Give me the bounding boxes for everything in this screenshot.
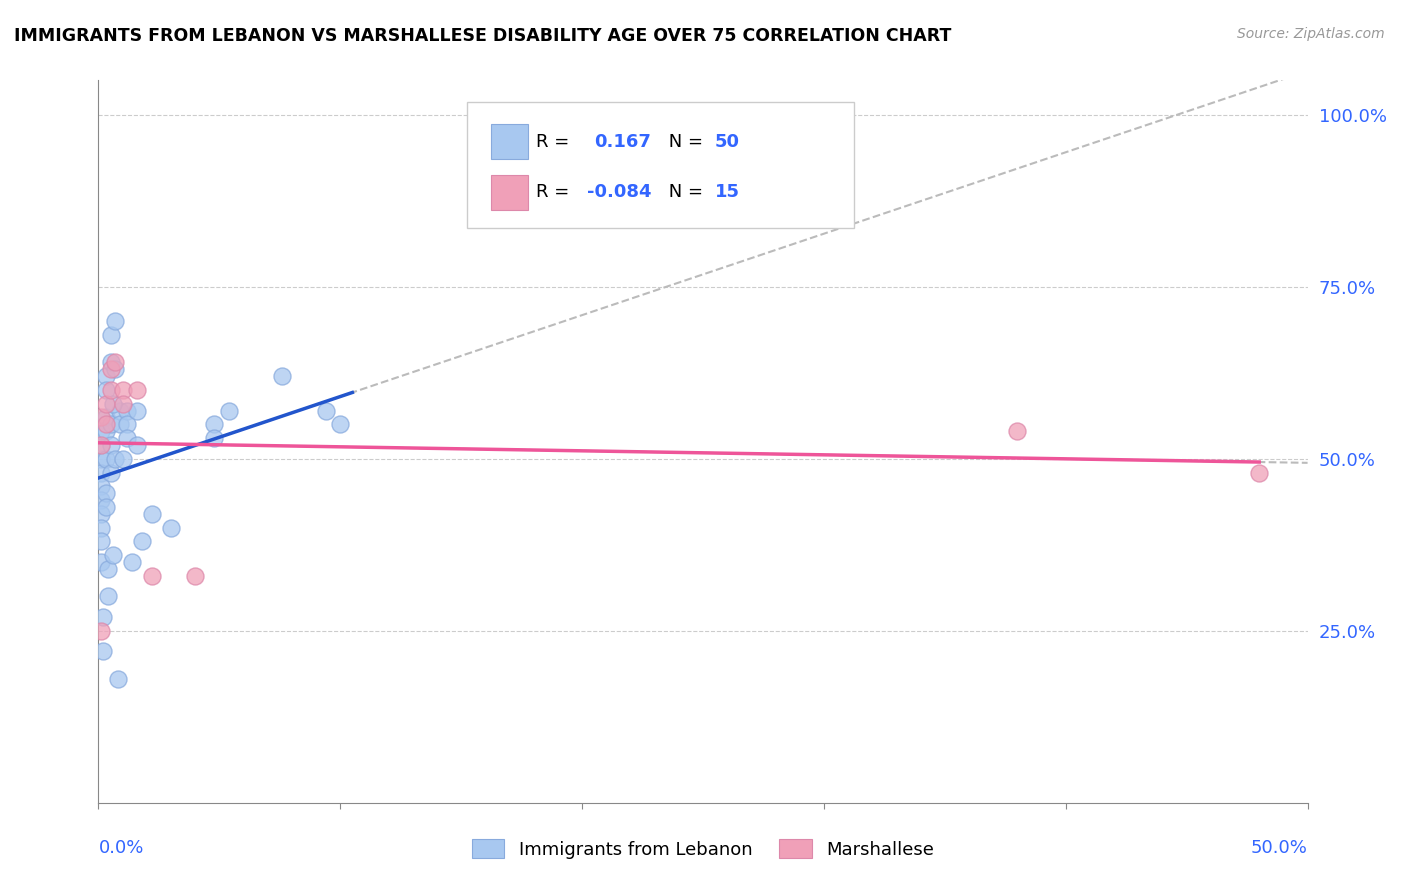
Text: N =: N =	[664, 133, 709, 151]
Point	[131, 534, 153, 549]
Point	[184, 568, 207, 582]
Point	[94, 383, 117, 397]
Point	[121, 555, 143, 569]
Point	[100, 327, 122, 342]
Point	[111, 451, 134, 466]
Point	[117, 431, 139, 445]
Point	[1249, 466, 1271, 480]
Point	[94, 397, 117, 411]
FancyBboxPatch shape	[492, 175, 527, 210]
Point	[1007, 424, 1029, 438]
Point	[127, 438, 149, 452]
Text: 0.0%: 0.0%	[98, 839, 143, 857]
Point	[100, 383, 122, 397]
FancyBboxPatch shape	[492, 124, 527, 159]
Point	[100, 417, 122, 432]
Point	[204, 431, 226, 445]
Point	[90, 424, 112, 438]
Point	[94, 451, 117, 466]
Point	[90, 555, 112, 569]
Point	[90, 410, 112, 425]
Point	[104, 451, 127, 466]
Point	[141, 507, 163, 521]
Point	[104, 362, 127, 376]
Point	[94, 369, 117, 384]
Point	[127, 383, 149, 397]
Text: N =: N =	[664, 183, 709, 202]
Point	[90, 438, 112, 452]
Text: 50: 50	[716, 133, 740, 151]
Point	[90, 451, 112, 466]
Point	[90, 479, 112, 493]
Point	[108, 403, 131, 417]
Point	[91, 644, 114, 658]
Point	[91, 610, 114, 624]
Point	[100, 438, 122, 452]
Text: IMMIGRANTS FROM LEBANON VS MARSHALLESE DISABILITY AGE OVER 75 CORRELATION CHART: IMMIGRANTS FROM LEBANON VS MARSHALLESE D…	[14, 27, 952, 45]
Point	[90, 493, 112, 508]
Legend: Immigrants from Lebanon, Marshallese: Immigrants from Lebanon, Marshallese	[464, 832, 942, 866]
Point	[104, 355, 127, 369]
Point	[101, 397, 124, 411]
Point	[104, 314, 127, 328]
Point	[100, 362, 122, 376]
Point	[100, 355, 122, 369]
FancyBboxPatch shape	[467, 102, 855, 228]
Point	[271, 369, 294, 384]
Point	[97, 590, 120, 604]
Point	[108, 417, 131, 432]
Point	[329, 417, 352, 432]
Text: Source: ZipAtlas.com: Source: ZipAtlas.com	[1237, 27, 1385, 41]
Point	[107, 672, 129, 686]
Point	[94, 486, 117, 500]
Point	[90, 466, 112, 480]
Point	[218, 403, 240, 417]
Text: 50.0%: 50.0%	[1251, 839, 1308, 857]
Point	[100, 466, 122, 480]
Point	[94, 417, 117, 432]
Point	[94, 410, 117, 425]
Point	[117, 403, 139, 417]
Point	[90, 520, 112, 534]
Point	[111, 397, 134, 411]
Point	[315, 403, 337, 417]
Point	[101, 548, 124, 562]
Point	[94, 500, 117, 514]
Text: R =: R =	[536, 133, 581, 151]
Point	[127, 403, 149, 417]
Point	[97, 562, 120, 576]
Point	[117, 417, 139, 432]
Point	[141, 568, 163, 582]
Point	[90, 624, 112, 638]
Point	[94, 424, 117, 438]
Text: 15: 15	[716, 183, 740, 202]
Point	[111, 383, 134, 397]
Text: R =: R =	[536, 183, 575, 202]
Text: 0.167: 0.167	[595, 133, 651, 151]
Point	[90, 507, 112, 521]
Point	[204, 417, 226, 432]
Point	[90, 438, 112, 452]
Point	[160, 520, 183, 534]
Text: -0.084: -0.084	[586, 183, 651, 202]
Point	[90, 534, 112, 549]
